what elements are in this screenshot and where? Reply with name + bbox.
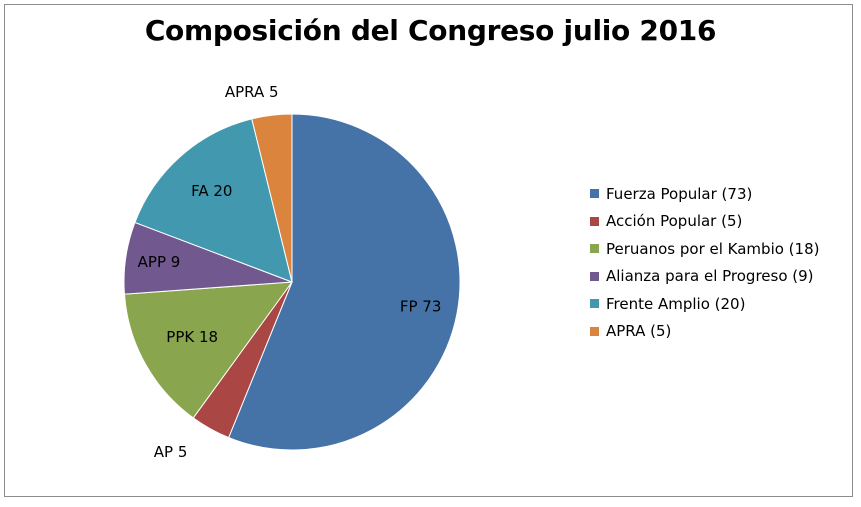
legend-swatch bbox=[590, 326, 599, 336]
pie-slice bbox=[123, 281, 294, 419]
legend-label: Peruanos por el Kambio (18) bbox=[606, 239, 820, 258]
pie-slice bbox=[134, 118, 293, 283]
slice-label: AP 5 bbox=[154, 443, 188, 461]
pie-labels: FP 73 AP 5 PPK 18 APP 9 FA 20 APRA 5 bbox=[138, 83, 442, 461]
legend-item: Alianza para el Progreso (9) bbox=[590, 263, 819, 291]
legend-item: Acción Popular (5) bbox=[590, 208, 819, 236]
legend-swatch bbox=[590, 189, 599, 199]
legend-label: Fuerza Popular (73) bbox=[606, 184, 753, 203]
legend-item: Peruanos por el Kambio (18) bbox=[590, 235, 819, 263]
slice-label: FP 73 bbox=[400, 298, 442, 316]
legend-label: Alianza para el Progreso (9) bbox=[606, 267, 814, 286]
legend: Fuerza Popular (73) Acción Popular (5) Per… bbox=[590, 180, 819, 345]
pie-slice bbox=[251, 113, 293, 283]
pie-slices bbox=[123, 113, 461, 451]
legend-label: Frente Amplio (20) bbox=[606, 294, 746, 313]
legend-item: Frente Amplio (20) bbox=[590, 290, 819, 318]
slice-label: PPK 18 bbox=[166, 328, 218, 346]
legend-swatch bbox=[590, 216, 599, 226]
legend-item: APRA (5) bbox=[590, 318, 819, 346]
slice-label: APRA 5 bbox=[225, 83, 279, 101]
legend-swatch bbox=[590, 244, 599, 254]
legend-swatch bbox=[590, 299, 599, 309]
legend-label: Acción Popular (5) bbox=[606, 212, 743, 231]
legend-swatch bbox=[590, 271, 599, 281]
legend-item: Fuerza Popular (73) bbox=[590, 180, 819, 208]
legend-label: APRA (5) bbox=[606, 322, 672, 341]
slice-label: FA 20 bbox=[191, 182, 232, 200]
slice-label: APP 9 bbox=[138, 253, 181, 271]
chart-title: Composición del Congreso julio 2016 bbox=[144, 14, 717, 47]
pie-slice bbox=[227, 113, 461, 451]
